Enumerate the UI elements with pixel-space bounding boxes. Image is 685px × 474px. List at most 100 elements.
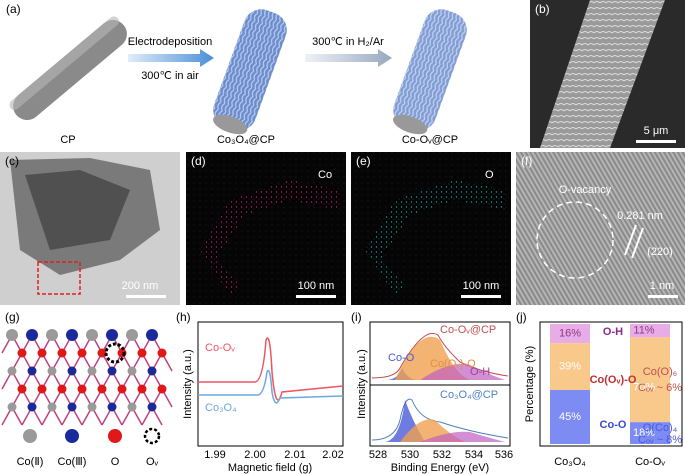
scale-bar bbox=[648, 295, 678, 298]
legend-swatch bbox=[23, 429, 37, 443]
annotation: O(Co)₄ bbox=[643, 422, 678, 434]
scale-label: 100 nm bbox=[463, 280, 500, 292]
legend-label: O bbox=[111, 456, 120, 468]
x-tick-label: 2.01 bbox=[284, 449, 305, 461]
atom bbox=[67, 402, 77, 412]
step-label: 300℃ in air bbox=[141, 70, 199, 82]
plot-frame bbox=[539, 321, 683, 447]
value-label: 11% bbox=[633, 325, 654, 337]
panel-label: (e) bbox=[356, 154, 371, 168]
panel-label: (c) bbox=[5, 154, 19, 168]
panel-label: (g) bbox=[5, 310, 20, 324]
bar-segment bbox=[630, 337, 670, 423]
value-label: 70% bbox=[633, 382, 655, 394]
arrow bbox=[128, 49, 214, 67]
value-label: 18% bbox=[633, 427, 655, 439]
x-axis-label: Binding Energy (eV) bbox=[391, 462, 489, 474]
atom bbox=[157, 348, 167, 358]
panel-label: (j) bbox=[516, 310, 527, 324]
atom bbox=[46, 329, 58, 341]
co-signal bbox=[200, 180, 340, 295]
series-label: Co₃O₄ bbox=[205, 402, 237, 414]
atom bbox=[37, 384, 47, 394]
atom bbox=[27, 366, 37, 376]
epr-curve bbox=[198, 369, 344, 404]
arrow bbox=[305, 49, 392, 67]
co-ov-rod bbox=[393, 9, 467, 135]
annotation: Cₒᵥ ~ 8% bbox=[638, 434, 682, 446]
series-label: O-H bbox=[603, 326, 623, 338]
atom bbox=[137, 348, 147, 358]
atom bbox=[87, 366, 97, 376]
x-tick-label: 534 bbox=[465, 449, 483, 461]
sem-rod bbox=[540, 0, 665, 148]
legend-label: Oᵥ bbox=[146, 456, 159, 468]
cp-rod bbox=[9, 16, 127, 120]
step-label: Electrodeposition bbox=[128, 36, 212, 48]
panel-label: (d) bbox=[191, 154, 206, 168]
atom bbox=[107, 366, 117, 376]
x-tick-label: 530 bbox=[401, 449, 419, 461]
annotation: Co(O)₆ bbox=[643, 366, 677, 378]
element-label: Co bbox=[318, 169, 332, 181]
vacancy bbox=[104, 342, 126, 364]
panel-label: (b) bbox=[535, 2, 550, 16]
sample-label: Co-Oᵥ@CP bbox=[402, 134, 458, 146]
atom bbox=[107, 402, 117, 412]
value-label: 45% bbox=[559, 411, 581, 423]
peak-label: Co(Oᵥ)-O bbox=[430, 358, 476, 370]
atom bbox=[127, 366, 137, 376]
atom bbox=[137, 384, 147, 394]
legend-label: Co(Ⅱ) bbox=[17, 456, 44, 468]
atom bbox=[7, 366, 17, 376]
atom bbox=[57, 384, 67, 394]
atom bbox=[146, 329, 158, 341]
atom bbox=[27, 402, 37, 412]
eds-map bbox=[186, 152, 346, 305]
scale-bar bbox=[636, 140, 676, 143]
scale-label: 200 nm bbox=[122, 280, 159, 292]
annotation: Cₒᵥ ~ 6% bbox=[638, 382, 682, 394]
atom bbox=[26, 329, 38, 341]
stacked-bars: 16%39%45%Co₃O₄11%70%18%Co-OᵥO-HCo(Oᵥ)-OC… bbox=[550, 324, 682, 468]
sample-label: CP bbox=[60, 134, 75, 146]
bar-segment bbox=[550, 324, 590, 344]
element-label: O bbox=[485, 169, 494, 181]
step-label: 300℃ in H₂/Ar bbox=[312, 36, 384, 48]
bar-segment bbox=[630, 324, 670, 338]
xps-curve bbox=[371, 332, 509, 379]
atom bbox=[127, 402, 137, 412]
sample-label: Co₃O₄@CP bbox=[217, 134, 275, 146]
hrtem-image bbox=[516, 152, 685, 305]
panel-label: (h) bbox=[176, 310, 191, 324]
series-label: Co-O bbox=[600, 419, 627, 431]
atom bbox=[86, 329, 98, 341]
annotation: O-vacancy bbox=[559, 184, 612, 196]
bar-segment bbox=[630, 422, 670, 444]
atom bbox=[57, 348, 67, 358]
scale-label: 5 μm bbox=[644, 125, 669, 137]
x-axis-label: Magnetic field (g) bbox=[228, 462, 312, 474]
atom bbox=[77, 384, 87, 394]
y-axis-label: Intensity (a.u.) bbox=[182, 349, 194, 419]
o-signal bbox=[365, 180, 505, 295]
atom bbox=[97, 348, 107, 358]
x-tick-label: 1.99 bbox=[204, 449, 225, 461]
legend-swatch bbox=[143, 427, 161, 445]
panel-label: (i) bbox=[351, 310, 362, 324]
x-tick-label: Co₃O₄ bbox=[554, 456, 586, 468]
atom bbox=[147, 402, 157, 412]
panel-label: (a) bbox=[6, 2, 21, 16]
atom bbox=[117, 384, 127, 394]
atom bbox=[37, 348, 47, 358]
scale-bar bbox=[461, 295, 501, 298]
atom bbox=[97, 384, 107, 394]
scale-bar bbox=[126, 295, 166, 298]
plot-frame bbox=[197, 321, 344, 447]
eds-map bbox=[351, 152, 511, 305]
vacancy-circle bbox=[536, 201, 614, 279]
annotation: (220) bbox=[647, 246, 673, 258]
atom bbox=[6, 329, 18, 341]
atom bbox=[7, 402, 17, 412]
